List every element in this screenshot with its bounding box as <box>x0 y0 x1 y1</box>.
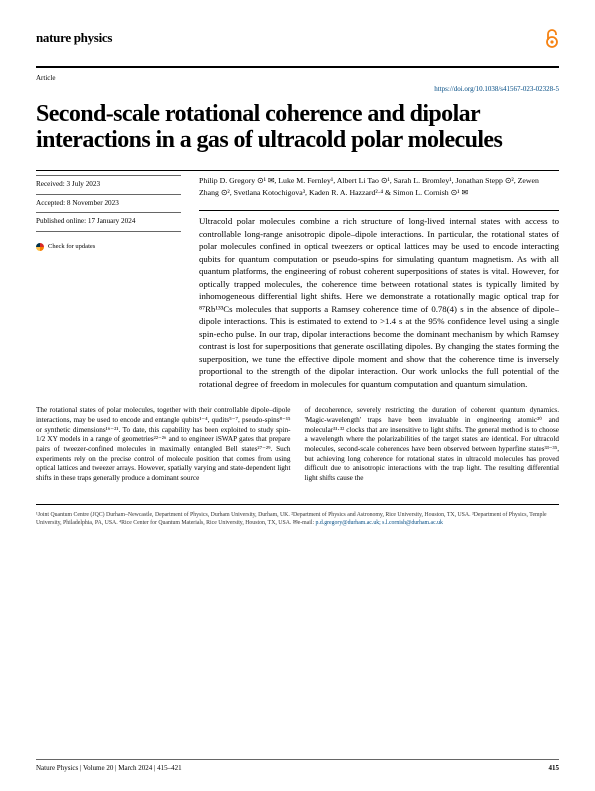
page-footer: Nature Physics | Volume 20 | March 2024 … <box>36 759 559 773</box>
article-type-label: Article <box>36 74 559 83</box>
article-title: Second-scale rotational coherence and di… <box>36 102 559 154</box>
accepted-date: Accepted: 8 November 2023 <box>36 195 181 214</box>
received-date: Received: 3 July 2023 <box>36 175 181 195</box>
body-column-right: of decoherence, severely restricting the… <box>305 406 560 484</box>
body-column-left: The rotational states of polar molecules… <box>36 406 291 484</box>
published-date: Published online: 17 January 2024 <box>36 213 181 232</box>
top-divider <box>36 66 559 68</box>
footer-citation: Nature Physics | Volume 20 | March 2024 … <box>36 764 182 773</box>
affiliations-text: ¹Joint Quantum Centre (JQC) Durham–Newca… <box>36 512 547 526</box>
affiliations: ¹Joint Quantum Centre (JQC) Durham–Newca… <box>36 504 559 527</box>
author-list: Philip D. Gregory ⊙¹ ✉, Luke M. Fernley¹… <box>199 175 559 198</box>
metadata-sidebar: Received: 3 July 2023 Accepted: 8 Novemb… <box>36 175 181 390</box>
authors-divider <box>199 210 559 211</box>
page-number: 415 <box>549 764 560 773</box>
check-updates-label: Check for updates <box>48 242 95 252</box>
journal-name: nature physics <box>36 30 112 47</box>
author-emails[interactable]: p.d.gregory@durham.ac.uk; s.l.cornish@du… <box>316 520 443 526</box>
check-updates-button[interactable]: Check for updates <box>36 242 181 252</box>
body-text: The rotational states of polar molecules… <box>36 406 559 484</box>
crossmark-icon <box>36 243 44 251</box>
doi-link[interactable]: https://doi.org/10.1038/s41567-023-02328… <box>434 85 559 94</box>
open-access-icon <box>545 28 559 48</box>
abstract-text: Ultracold polar molecules combine a rich… <box>199 215 559 390</box>
title-divider <box>36 170 559 171</box>
